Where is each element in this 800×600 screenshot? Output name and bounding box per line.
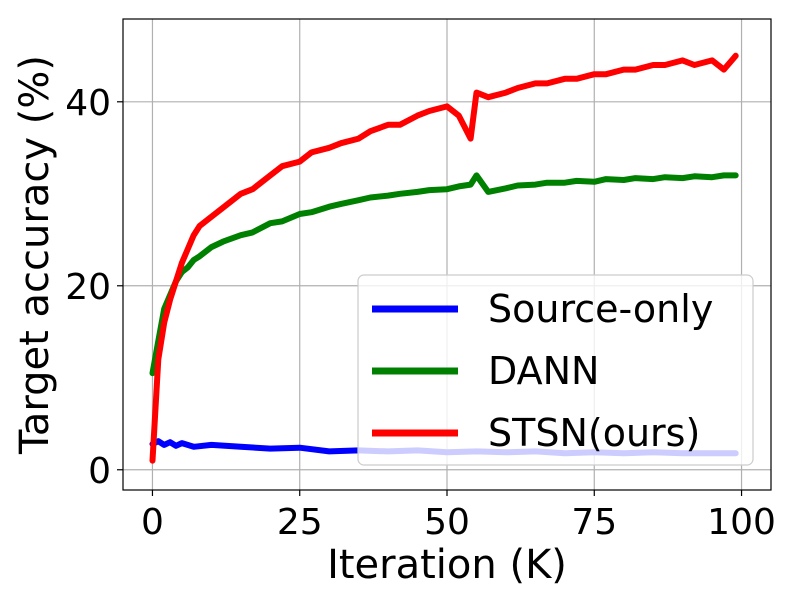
y-tick-label: 0 [88, 451, 111, 492]
legend-label-source-only: Source-only [488, 287, 713, 331]
y-axis-label: Target accuracy (%) [12, 55, 58, 455]
x-tick-label: 0 [141, 502, 164, 543]
series-line-stsn [149, 52, 739, 464]
legend: Source-only DANN STSN(ours) [357, 274, 754, 466]
x-tick-label: 100 [707, 502, 776, 543]
x-tick-label: 50 [424, 502, 470, 543]
x-tick-label: 25 [277, 502, 323, 543]
series-line-dann [149, 172, 739, 377]
legend-label-dann: DANN [488, 349, 599, 393]
legend-box [357, 274, 754, 466]
axis-ticks: 0 25 50 75 100 0 20 40 [65, 83, 776, 543]
x-axis-label: Iteration (K) [327, 542, 567, 588]
legend-label-stsn: STSN(ours) [488, 411, 700, 455]
y-tick-label: 40 [65, 83, 111, 124]
y-tick-label: 20 [65, 267, 111, 308]
x-tick-label: 75 [571, 502, 617, 543]
